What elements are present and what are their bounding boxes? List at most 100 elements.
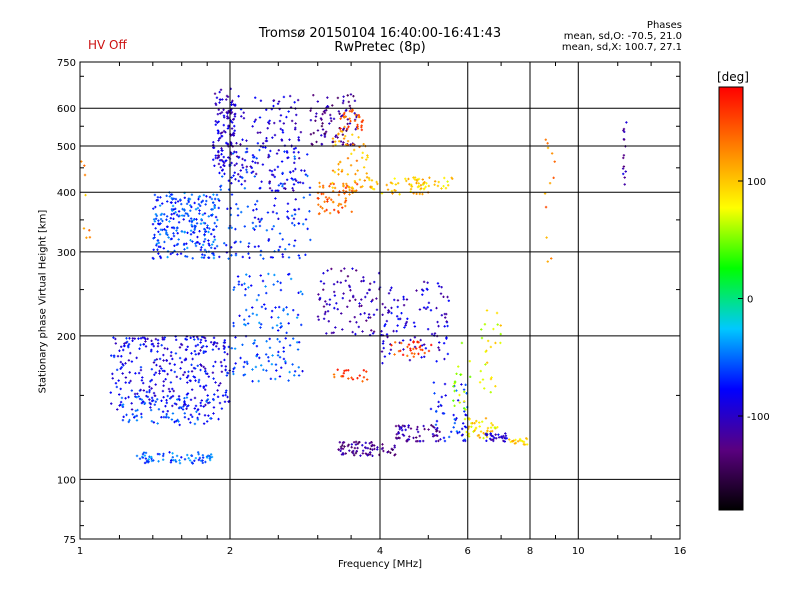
- scatter-point: [198, 456, 202, 460]
- scatter-point: [216, 389, 219, 392]
- scatter-point: [444, 394, 447, 397]
- scatter-point: [214, 215, 218, 219]
- scatter-point: [150, 339, 153, 343]
- scatter-point: [194, 344, 198, 348]
- scatter-point: [159, 196, 162, 199]
- scatter-point: [188, 219, 191, 223]
- scatter-point: [190, 205, 193, 209]
- scatter-point: [429, 309, 433, 312]
- scatter-point: [426, 288, 429, 291]
- scatter-point: [478, 436, 482, 439]
- scatter-point: [344, 197, 347, 200]
- scatter-point: [273, 273, 276, 277]
- scatter-point: [282, 350, 285, 353]
- scatter-point: [140, 379, 144, 382]
- scatter-point: [185, 407, 188, 410]
- scatter-point: [412, 355, 415, 358]
- scatter-point: [259, 274, 262, 277]
- scatter-point: [268, 337, 271, 341]
- scatter-point: [286, 210, 289, 213]
- scatter-point: [227, 257, 230, 260]
- scatter-point: [386, 311, 390, 314]
- scatter-point: [341, 444, 344, 447]
- scatter-point: [356, 446, 359, 450]
- scatter-point: [250, 284, 253, 287]
- scatter-point: [231, 370, 235, 373]
- scatter-point: [121, 418, 125, 422]
- scatter-point: [391, 192, 394, 195]
- scatter-point: [293, 213, 297, 216]
- scatter-point: [189, 421, 192, 424]
- scatter-point: [446, 352, 450, 356]
- scatter-point: [216, 218, 219, 222]
- y-tick-label: 500: [57, 142, 76, 153]
- scatter-point: [152, 391, 156, 395]
- scatter-point: [117, 379, 120, 382]
- scatter-point: [167, 416, 170, 419]
- scatter-point: [316, 315, 320, 318]
- scatter-point: [264, 307, 267, 310]
- scatter-point: [268, 180, 271, 183]
- scatter-point: [354, 181, 357, 184]
- scatter-point: [360, 156, 364, 159]
- scatter-point: [152, 459, 155, 462]
- scatter-point: [437, 180, 440, 184]
- scatter-point: [139, 368, 143, 372]
- scatter-point: [288, 370, 291, 374]
- scatter-point: [348, 193, 351, 196]
- scatter-point: [236, 214, 240, 217]
- scatter-point: [220, 364, 223, 368]
- scatter-point: [347, 125, 350, 128]
- scatter-point: [202, 344, 205, 348]
- scatter-point: [223, 400, 227, 404]
- scatter-point: [170, 237, 173, 241]
- scatter-point: [450, 430, 453, 434]
- scatter-point: [234, 178, 237, 181]
- scatter-point: [207, 256, 211, 260]
- scatter-point: [279, 127, 282, 131]
- scatter-point: [470, 425, 473, 428]
- scatter-point: [437, 324, 440, 328]
- scatter-point: [442, 412, 446, 415]
- scatter-point: [157, 408, 161, 411]
- scatter-point: [209, 341, 213, 344]
- scatter-point: [199, 248, 203, 252]
- scatter-point: [156, 196, 160, 199]
- scatter-point: [135, 419, 139, 422]
- scatter-point: [199, 459, 203, 462]
- scatter-point: [544, 138, 547, 141]
- scatter-point: [194, 244, 198, 248]
- scatter-point: [343, 192, 346, 195]
- scatter-point: [163, 213, 166, 216]
- scatter-point: [232, 131, 235, 135]
- scatter-point: [142, 451, 146, 454]
- scatter-point: [296, 313, 300, 317]
- scatter-point: [407, 438, 411, 441]
- scatter-point: [271, 354, 274, 357]
- scatter-point: [270, 189, 274, 192]
- scatter-point: [212, 158, 215, 161]
- scatter-point: [246, 322, 250, 325]
- scatter-point: [200, 256, 204, 259]
- scatter-point: [486, 426, 490, 430]
- scatter-point: [227, 156, 230, 159]
- scatter-point: [254, 172, 258, 176]
- scatter-point: [227, 124, 230, 128]
- scatter-point: [243, 293, 247, 297]
- scatter-point: [361, 185, 364, 188]
- scatter-point: [199, 204, 202, 208]
- scatter-point: [121, 362, 124, 366]
- scatter-point: [293, 239, 297, 242]
- scatter-point: [272, 104, 275, 108]
- scatter-point: [180, 456, 183, 459]
- scatter-point: [494, 341, 497, 345]
- scatter-point: [200, 346, 203, 349]
- scatter-point: [277, 316, 280, 319]
- scatter-point: [277, 305, 281, 309]
- scatter-point: [237, 95, 240, 98]
- scatter-point: [254, 118, 257, 121]
- scatter-point: [525, 443, 529, 446]
- scatter-point: [358, 305, 361, 308]
- scatter-point: [298, 157, 301, 160]
- scatter-point: [218, 159, 222, 162]
